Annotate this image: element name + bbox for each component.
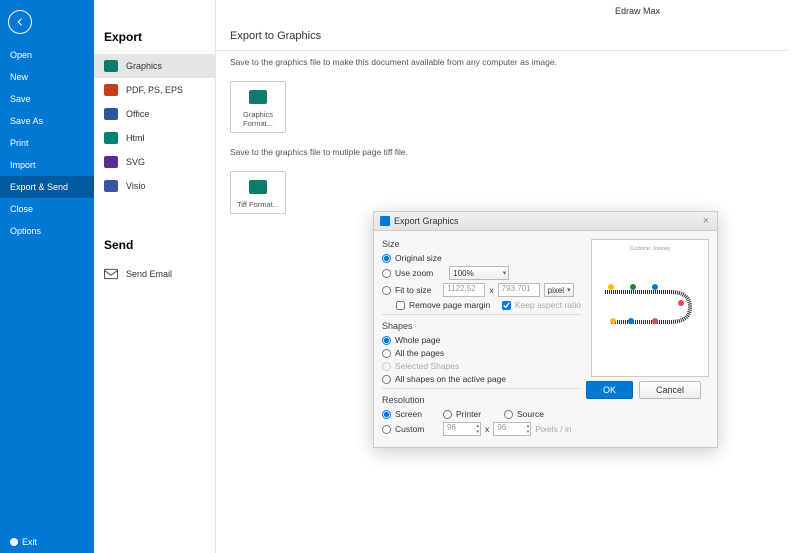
- exit-label: Exit: [22, 537, 37, 547]
- sidebar-item-options[interactable]: Options: [0, 220, 94, 242]
- remove-margin-checkbox[interactable]: [396, 301, 405, 310]
- printer-radio[interactable]: [443, 410, 452, 419]
- screen-label: Screen: [395, 409, 439, 419]
- use-zoom-label: Use zoom: [395, 268, 433, 278]
- original-size-label: Original size: [395, 253, 442, 263]
- graphics-tile-label: Graphics Format...: [235, 110, 281, 128]
- graphics-tile-icon: [249, 90, 267, 104]
- screen-radio[interactable]: [382, 410, 391, 419]
- svg-icon: [104, 156, 118, 168]
- send-title: Send: [94, 238, 215, 262]
- keep-aspect-checkbox[interactable]: [502, 301, 511, 310]
- all-pages-label: All the pages: [395, 348, 444, 358]
- fit-width-input[interactable]: 1122.52: [443, 283, 485, 297]
- sidebar-item-save-as[interactable]: Save As: [0, 110, 94, 132]
- x-label-1: x: [489, 285, 493, 295]
- file-sidebar: OpenNewSaveSave AsPrintImportExport & Se…: [0, 0, 94, 553]
- custom-label: Custom: [395, 424, 439, 434]
- content-title: Export to Graphics: [216, 30, 788, 50]
- active-page-label: All shapes on the active page: [395, 374, 506, 384]
- fit-height-input[interactable]: 793.701: [498, 283, 540, 297]
- export-item-graphics[interactable]: Graphics: [94, 54, 215, 78]
- html-icon: [104, 132, 118, 144]
- custom-radio[interactable]: [382, 425, 391, 434]
- all-pages-radio[interactable]: [382, 349, 391, 358]
- back-button[interactable]: [8, 10, 32, 34]
- pdf-ps-eps-icon: [104, 84, 118, 96]
- export-item-label: PDF, PS, EPS: [126, 85, 183, 95]
- send-email-item[interactable]: Send Email: [94, 262, 215, 286]
- sidebar-item-print[interactable]: Print: [0, 132, 94, 154]
- x-label-2: x: [485, 424, 489, 434]
- export-item-html[interactable]: Html: [94, 126, 215, 150]
- export-title: Export: [94, 30, 215, 54]
- office-icon: [104, 108, 118, 120]
- preview-title: Customer Journey: [598, 246, 702, 252]
- zoom-select[interactable]: 100%: [449, 266, 509, 280]
- export-item-label: Graphics: [126, 61, 162, 71]
- selected-shapes-radio: [382, 362, 391, 371]
- journey-diagram: [600, 280, 700, 334]
- graphics-icon: [104, 60, 118, 72]
- sidebar-item-new[interactable]: New: [0, 66, 94, 88]
- send-email-label: Send Email: [126, 269, 172, 279]
- dialog-app-icon: [380, 216, 390, 226]
- dialog-title-text: Export Graphics: [394, 216, 459, 226]
- selected-shapes-label: Selected Shapes: [395, 361, 459, 371]
- fit-size-radio[interactable]: [382, 286, 391, 295]
- exit-icon: [10, 538, 18, 546]
- sidebar-item-import[interactable]: Import: [0, 154, 94, 176]
- active-page-radio[interactable]: [382, 375, 391, 384]
- export-item-svg[interactable]: SVG: [94, 150, 215, 174]
- shapes-section-label: Shapes: [382, 321, 581, 331]
- dialog-close-button[interactable]: ×: [701, 215, 711, 227]
- whole-page-label: Whole page: [395, 335, 440, 345]
- printer-label: Printer: [456, 409, 500, 419]
- mail-icon: [104, 268, 118, 280]
- preview-pane: Customer Journey: [591, 239, 709, 377]
- tiff-tile-label: Tiff Format...: [235, 200, 281, 209]
- sidebar-item-open[interactable]: Open: [0, 44, 94, 66]
- sidebar-item-exit[interactable]: Exit: [0, 531, 94, 553]
- export-item-visio[interactable]: Visio: [94, 174, 215, 198]
- original-size-radio[interactable]: [382, 254, 391, 263]
- graphics-format-tile[interactable]: Graphics Format...: [230, 81, 286, 133]
- visio-icon: [104, 180, 118, 192]
- sidebar-item-close[interactable]: Close: [0, 198, 94, 220]
- keep-aspect-label: Keep aspect ratio: [515, 300, 581, 310]
- res-y-input[interactable]: 96: [493, 422, 531, 436]
- tiff-format-tile[interactable]: Tiff Format...: [230, 171, 286, 214]
- cancel-button[interactable]: Cancel: [639, 381, 701, 399]
- sidebar-item-save[interactable]: Save: [0, 88, 94, 110]
- use-zoom-radio[interactable]: [382, 269, 391, 278]
- sidebar-item-export-send[interactable]: Export & Send: [0, 176, 94, 198]
- desc-1: Save to the graphics file to make this d…: [216, 50, 788, 73]
- dialog-titlebar: Export Graphics ×: [374, 212, 717, 231]
- export-graphics-dialog: Export Graphics × Size Original size Use…: [373, 211, 718, 448]
- whole-page-radio[interactable]: [382, 336, 391, 345]
- res-unit-label: Pixels / in: [535, 424, 571, 434]
- export-item-label: Html: [126, 133, 145, 143]
- size-section-label: Size: [382, 239, 581, 249]
- source-label: Source: [517, 409, 544, 419]
- export-panel: Export Graphics PDF, PS, EPS Office Html SVG…: [94, 0, 216, 553]
- ok-button[interactable]: OK: [586, 381, 633, 399]
- tiff-tile-icon: [249, 180, 267, 194]
- resolution-section-label: Resolution: [382, 395, 581, 405]
- export-item-label: Office: [126, 109, 149, 119]
- fit-size-label: Fit to size: [395, 285, 431, 295]
- export-item-label: Visio: [126, 181, 145, 191]
- export-item-pdf-ps-eps[interactable]: PDF, PS, EPS: [94, 78, 215, 102]
- source-radio[interactable]: [504, 410, 513, 419]
- remove-margin-label: Remove page margin: [409, 300, 490, 310]
- export-item-office[interactable]: Office: [94, 102, 215, 126]
- unit-select[interactable]: pixel: [544, 283, 574, 297]
- export-item-label: SVG: [126, 157, 145, 167]
- res-x-input[interactable]: 96: [443, 422, 481, 436]
- desc-2: Save to the graphics file to mutiple pag…: [216, 141, 788, 163]
